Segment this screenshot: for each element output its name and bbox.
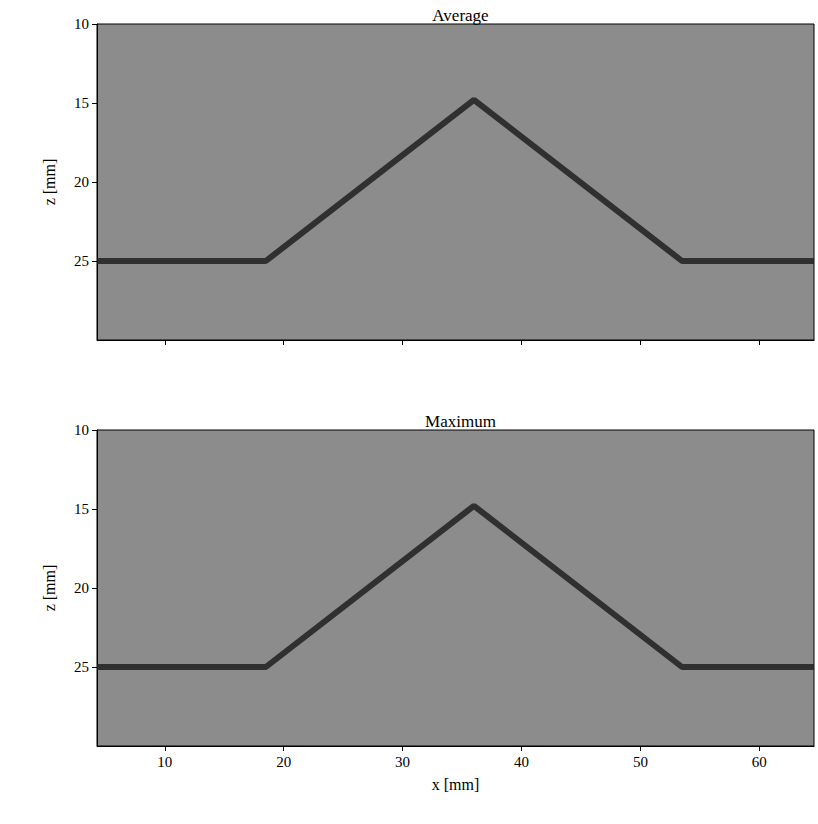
svg-text:50: 50: [633, 754, 648, 770]
svg-text:15: 15: [74, 95, 89, 111]
svg-text:Average: Average: [432, 6, 488, 25]
svg-text:z [mm]: z [mm]: [41, 159, 58, 206]
svg-text:25: 25: [74, 659, 89, 675]
svg-text:40: 40: [514, 754, 529, 770]
svg-text:25: 25: [74, 253, 89, 269]
svg-text:x [mm]: x [mm]: [432, 776, 480, 793]
svg-text:20: 20: [74, 174, 89, 190]
svg-text:10: 10: [74, 16, 89, 32]
svg-text:60: 60: [752, 754, 767, 770]
svg-text:10: 10: [74, 422, 89, 438]
svg-text:20: 20: [74, 580, 89, 596]
svg-text:Maximum: Maximum: [425, 412, 496, 431]
svg-text:20: 20: [276, 754, 291, 770]
svg-text:30: 30: [395, 754, 410, 770]
svg-text:z [mm]: z [mm]: [41, 565, 58, 612]
svg-text:10: 10: [157, 754, 172, 770]
svg-text:15: 15: [74, 501, 89, 517]
